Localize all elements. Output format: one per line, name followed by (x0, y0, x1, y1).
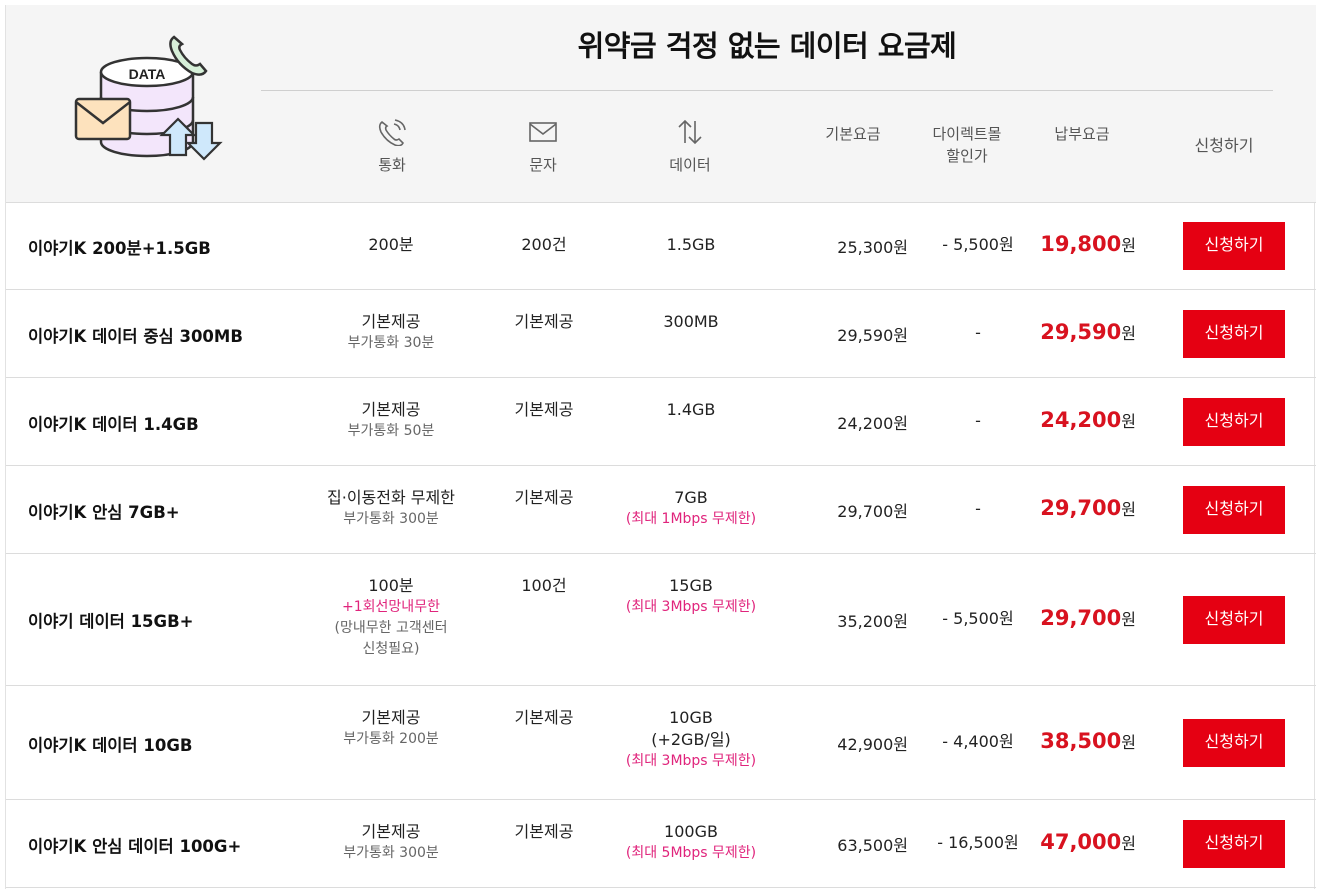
discount: - 16,500원 (937, 833, 1019, 852)
column-call-label: 통화 (378, 156, 406, 174)
data-value: 15GB (최대 3Mbps 무제한) (625, 576, 757, 615)
base-fee: 42,900원 (837, 735, 908, 754)
apply-button[interactable]: 신청하기 (1183, 398, 1285, 446)
pay-fee: 38,500원 (1040, 729, 1136, 753)
discount: - 5,500원 (942, 609, 1014, 628)
sms-value: 기본제공 (514, 312, 574, 331)
title-divider (261, 90, 1273, 91)
table-header: DATA 위약금 걱정 없는 데이터 요금제 통화 문자 (6, 5, 1316, 203)
column-sms: 문자 (493, 118, 593, 176)
column-call: 통화 (342, 118, 442, 176)
sms-value: 기본제공 (514, 400, 574, 419)
call-value: 기본제공 부가통화 30분 (347, 312, 435, 351)
base-fee: 35,200원 (837, 612, 908, 631)
call-value: 집·이동전화 무제한 부가통화 300분 (327, 488, 455, 527)
up-down-arrows-icon (678, 119, 702, 145)
table-row: 이야기K 데이터 중심 300MB 기본제공 부가통화 30분 기본제공 300… (6, 290, 1316, 378)
discount: - 4,400원 (942, 732, 1014, 751)
column-base-fee: 기본요금 (825, 125, 881, 143)
plan-name: 이야기K 데이터 10GB (28, 736, 193, 755)
base-fee: 63,500원 (837, 836, 908, 855)
apply-button[interactable]: 신청하기 (1183, 719, 1285, 767)
phone-icon (378, 119, 406, 146)
data-value: 7GB (최대 1Mbps 무제한) (625, 488, 757, 527)
sms-value: 기본제공 (514, 708, 574, 727)
pay-fee: 29,590원 (1040, 320, 1136, 344)
apply-button[interactable]: 신청하기 (1183, 486, 1285, 534)
base-fee: 29,590원 (837, 326, 908, 345)
data-value: 10GB (+2GB/일) (최대 3Mbps 무제한) (625, 708, 757, 769)
table-row: 이야기K 200분+1.5GB 200분 200건 1.5GB 25,300원 … (6, 203, 1316, 290)
apply-button[interactable]: 신청하기 (1183, 596, 1285, 644)
table-row: 이야기K 안심 7GB+ 집·이동전화 무제한 부가통화 300분 기본제공 7… (6, 466, 1316, 554)
pay-fee: 29,700원 (1040, 606, 1136, 630)
column-data-label: 데이터 (669, 156, 711, 174)
data-value: 1.4GB (666, 400, 716, 419)
table-row: 이야기 데이터 15GB+ 100분 +1회선망내무한 (망내무한 고객센터 신… (6, 554, 1316, 686)
data-value: 100GB (최대 5Mbps 무제한) (625, 822, 757, 861)
mail-icon (529, 122, 557, 142)
page-title: 위약금 걱정 없는 데이터 요금제 (577, 29, 957, 63)
data-plan-illustration-icon: DATA (74, 35, 223, 161)
plan-name: 이야기K 데이터 중심 300MB (28, 327, 243, 346)
column-sms-label: 문자 (529, 156, 557, 174)
table-row: 이야기K 안심 데이터 100G+ 기본제공 부가통화 300분 기본제공 10… (6, 800, 1316, 888)
table-row: 이야기K 데이터 10GB 기본제공 부가통화 200분 기본제공 10GB (… (6, 686, 1316, 800)
column-pay-fee: 납부요금 (1054, 125, 1110, 143)
apply-button[interactable]: 신청하기 (1183, 820, 1285, 868)
column-apply: 신청하기 (1194, 136, 1254, 155)
base-fee: 25,300원 (837, 238, 908, 257)
sms-value: 100건 (521, 576, 567, 595)
apply-button[interactable]: 신청하기 (1183, 222, 1285, 270)
base-fee: 29,700원 (837, 502, 908, 521)
pay-fee: 29,700원 (1040, 496, 1136, 520)
discount: - (975, 323, 981, 342)
plan-name: 이야기 데이터 15GB+ (28, 612, 194, 631)
discount: - 5,500원 (942, 235, 1014, 254)
call-value: 기본제공 부가통화 200분 (343, 708, 439, 747)
call-value: 200분 (368, 235, 414, 254)
plan-name: 이야기K 200분+1.5GB (28, 239, 211, 258)
plan-name: 이야기K 안심 7GB+ (28, 503, 180, 522)
sms-value: 기본제공 (514, 488, 574, 507)
call-value: 기본제공 부가통화 300분 (343, 822, 439, 861)
plan-table: DATA 위약금 걱정 없는 데이터 요금제 통화 문자 (5, 5, 1316, 889)
plan-name: 이야기K 안심 데이터 100G+ (28, 837, 242, 856)
sms-value: 200건 (521, 235, 567, 254)
discount: - (975, 411, 981, 430)
column-data: 데이터 (640, 118, 740, 176)
call-value: 기본제공 부가통화 50분 (347, 400, 435, 439)
call-value: 100분 +1회선망내무한 (망내무한 고객센터 신청필요) (334, 576, 448, 657)
logo-text: DATA (129, 66, 166, 82)
data-value: 1.5GB (666, 235, 716, 254)
apply-button[interactable]: 신청하기 (1183, 310, 1285, 358)
table-row: 이야기K 데이터 1.4GB 기본제공 부가통화 50분 기본제공 1.4GB … (6, 378, 1316, 466)
pay-fee: 19,800원 (1040, 232, 1136, 256)
discount: - (975, 499, 981, 518)
sms-value: 기본제공 (514, 822, 574, 841)
plan-name: 이야기K 데이터 1.4GB (28, 415, 199, 434)
pay-fee: 24,200원 (1040, 408, 1136, 432)
pay-fee: 47,000원 (1040, 830, 1136, 854)
data-value: 300MB (663, 312, 719, 331)
base-fee: 24,200원 (837, 414, 908, 433)
column-direct-discount: 다이렉트몰 할인가 (932, 125, 1002, 165)
